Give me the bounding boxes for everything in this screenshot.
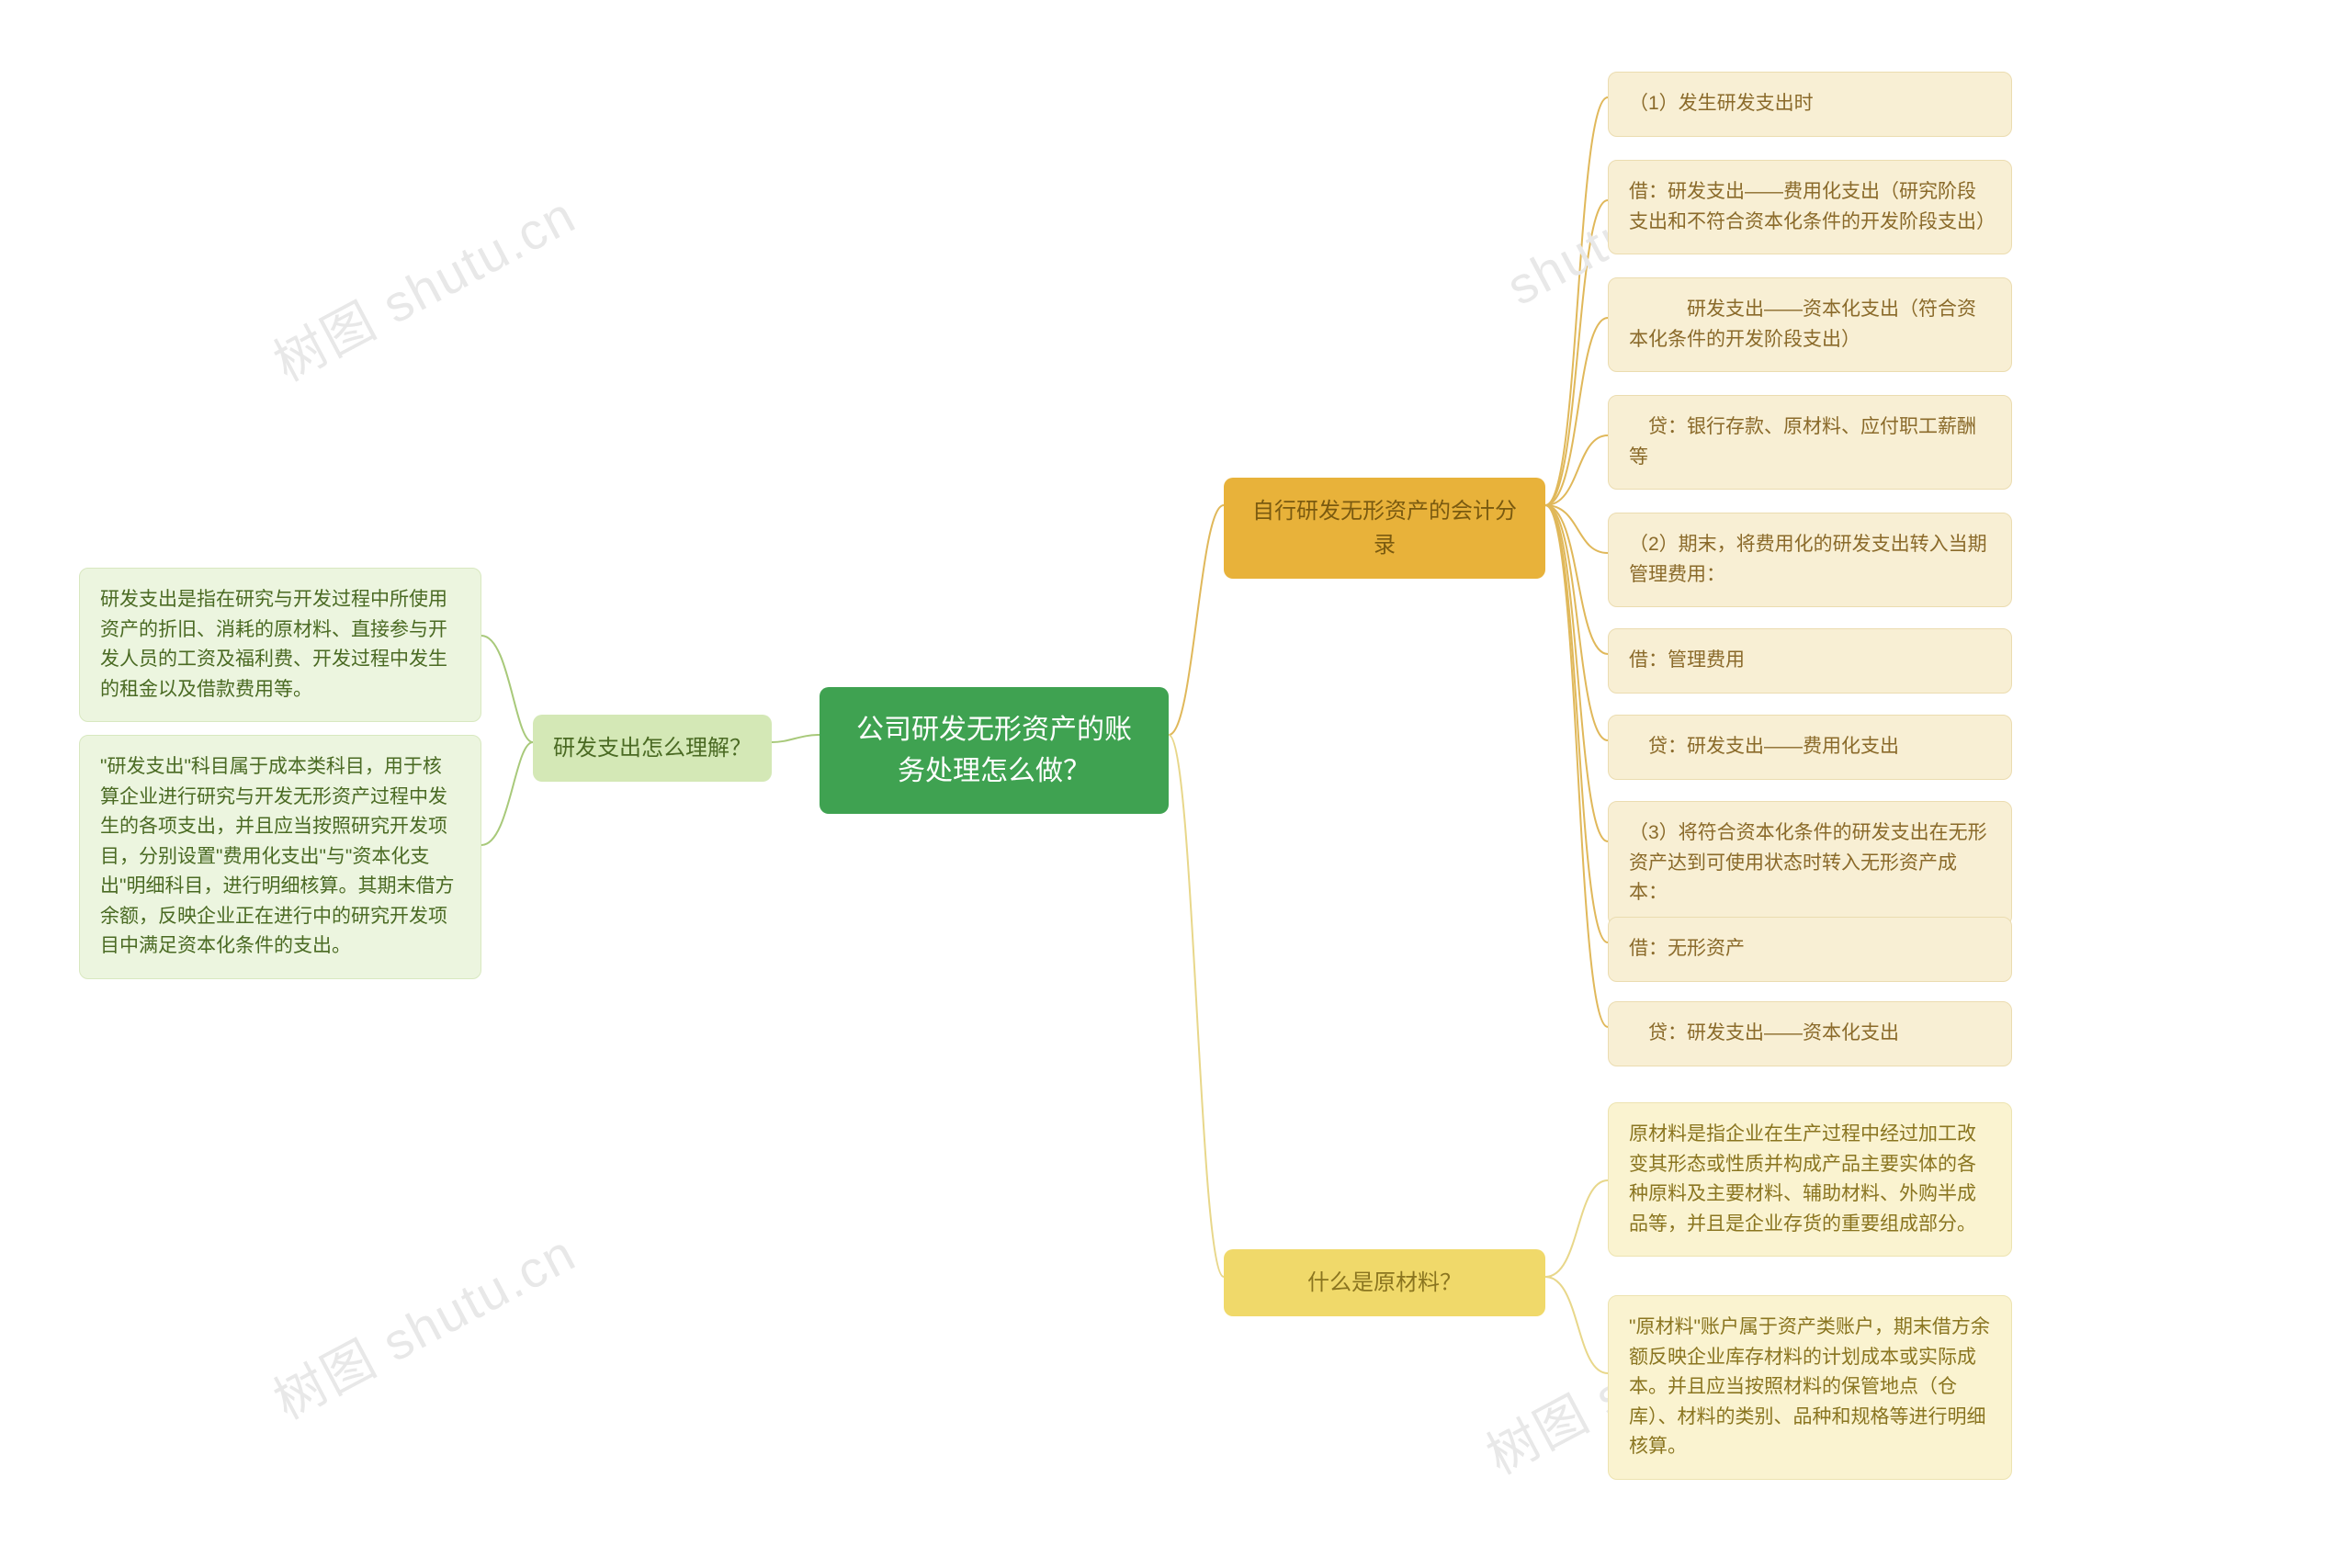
mindmap-canvas: 树图 shutu.cn shutu.cn 树图 shutu.cn 树图 shut…	[0, 0, 2352, 1568]
left-branch-node[interactable]: 研发支出怎么理解？	[533, 715, 772, 782]
right-top-leaf-node[interactable]: 贷：银行存款、原材料、应付职工薪酬等	[1608, 395, 2012, 490]
right-bottom-leaf-node[interactable]: "原材料"账户属于资产类账户，期末借方余额反映企业库存材料的计划成本或实际成本。…	[1608, 1295, 2012, 1480]
right-top-leaf-node[interactable]: 借：管理费用	[1608, 628, 2012, 694]
watermark: 树图 shutu.cn	[259, 175, 587, 396]
left-leaf-node[interactable]: "研发支出"科目属于成本类科目，用于核算企业进行研究与开发无形资产过程中发生的各…	[79, 735, 481, 979]
left-leaf-node[interactable]: 研发支出是指在研究与开发过程中所使用资产的折旧、消耗的原材料、直接参与开发人员的…	[79, 568, 481, 722]
right-top-leaf-node[interactable]: 借：无形资产	[1608, 917, 2012, 982]
right-top-branch-node[interactable]: 自行研发无形资产的会计分录	[1224, 478, 1545, 579]
right-top-leaf-node[interactable]: （1）发生研发支出时	[1608, 72, 2012, 137]
right-top-leaf-node[interactable]: （2）期末，将费用化的研发支出转入当期管理费用：	[1608, 513, 2012, 607]
right-top-leaf-node[interactable]: 借：研发支出——费用化支出（研究阶段支出和不符合资本化条件的开发阶段支出）	[1608, 160, 2012, 254]
right-bottom-branch-node[interactable]: 什么是原材料？	[1224, 1249, 1545, 1316]
watermark: 树图 shutu.cn	[259, 1213, 587, 1434]
right-top-leaf-node[interactable]: 贷：研发支出——资本化支出	[1608, 1001, 2012, 1066]
right-top-leaf-node[interactable]: 研发支出——资本化支出（符合资本化条件的开发阶段支出）	[1608, 277, 2012, 372]
center-node[interactable]: 公司研发无形资产的账务处理怎么做？	[820, 687, 1169, 814]
right-top-leaf-node[interactable]: （3）将符合资本化条件的研发支出在无形资产达到可使用状态时转入无形资产成本：	[1608, 801, 2012, 926]
right-bottom-leaf-node[interactable]: 原材料是指企业在生产过程中经过加工改变其形态或性质并构成产品主要实体的各种原料及…	[1608, 1102, 2012, 1257]
right-top-leaf-node[interactable]: 贷：研发支出——费用化支出	[1608, 715, 2012, 780]
